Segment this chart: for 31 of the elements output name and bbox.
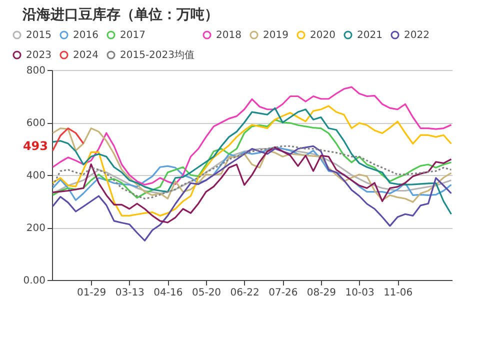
- line-series: [52, 146, 452, 224]
- x-tick-label: 01-29: [77, 288, 106, 298]
- y-tick-label: 600: [26, 118, 46, 129]
- y-tick-label: 200: [26, 223, 46, 234]
- y-tick-label: 400: [26, 170, 46, 182]
- x-tick-label: 08-29: [306, 288, 336, 298]
- legend-label: 2017: [120, 30, 146, 41]
- legend-label: 2016: [73, 30, 98, 41]
- x-tick-label: 03-13: [115, 288, 144, 298]
- line-series: [52, 127, 84, 152]
- legend-label: 2019: [263, 30, 288, 41]
- text: 493: [22, 139, 48, 153]
- chart-title: 沿海进口豆库存（单位：万吨）: [22, 6, 219, 23]
- legend-label: 2020: [310, 30, 336, 41]
- line-series: [52, 145, 452, 242]
- y-tick-label: 0.00: [23, 276, 46, 286]
- x-tick-label: 05-20: [192, 288, 222, 298]
- legend-label: 2015-2023均值: [120, 49, 195, 61]
- x-tick-label: 04-16: [154, 288, 183, 298]
- legend-label: 2023: [26, 50, 52, 61]
- x-tick-label: 11-06: [384, 288, 413, 298]
- x-tick-label: 10-03: [345, 288, 374, 298]
- legend-label: 2018: [216, 30, 242, 41]
- line-series: [52, 86, 452, 186]
- legend-label: 2021: [357, 30, 382, 41]
- legend-label: 2024: [73, 50, 98, 61]
- y-tick-label: 800: [26, 66, 46, 76]
- x-tick-label: 06-22: [230, 288, 260, 298]
- x-tick-label: 07-26: [268, 288, 298, 298]
- legend-label: 2022: [404, 30, 430, 41]
- legend-label: 2015: [26, 30, 52, 41]
